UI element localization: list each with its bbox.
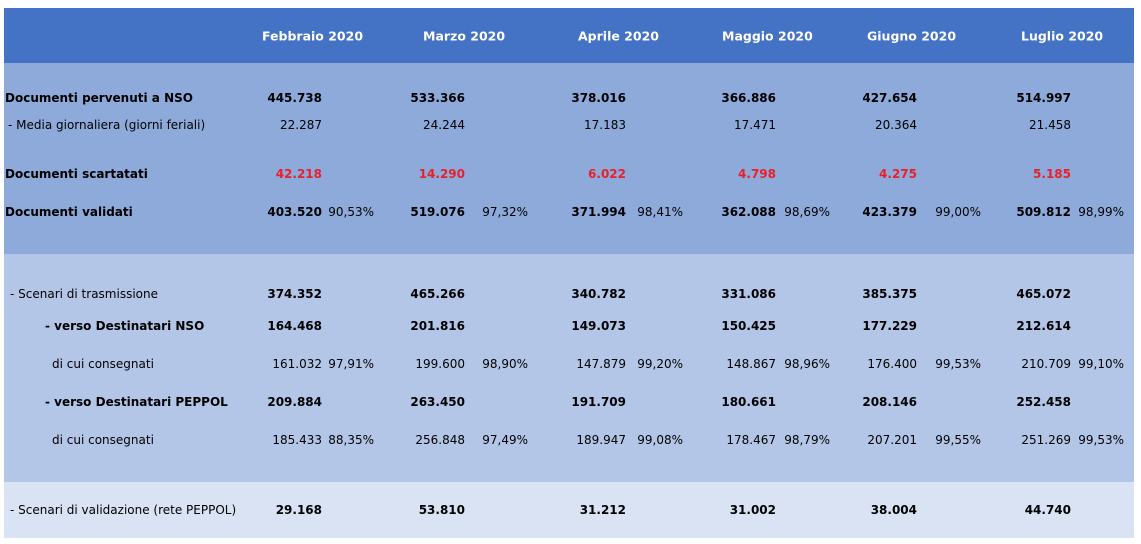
table-cell-value: 208.146 — [862, 395, 917, 409]
table-cell-percent: 90,53% — [328, 205, 374, 219]
table-cell-value: 29.168 — [275, 503, 322, 517]
table-cell-value: 403.520 — [267, 205, 322, 219]
table-cell-value: 149.073 — [571, 319, 626, 333]
table-cell-value: 331.086 — [721, 287, 776, 301]
table-cell-percent: 99,53% — [1078, 433, 1124, 447]
table-cell-percent: 98,79% — [784, 433, 830, 447]
table-cell-percent: 97,91% — [328, 357, 374, 371]
table-cell-value: 199.600 — [415, 357, 465, 371]
table-cell-value: 20.364 — [875, 118, 917, 132]
table-cell-value: 180.661 — [721, 395, 776, 409]
table-cell-value: 189.947 — [576, 433, 626, 447]
column-header-month: Aprile 2020 — [578, 28, 659, 44]
table-cell-value: 150.425 — [721, 319, 776, 333]
column-header-month: Giugno 2020 — [867, 28, 957, 44]
table-cell-value: 514.997 — [1016, 91, 1071, 105]
table-cell-value: 374.352 — [267, 287, 322, 301]
table-cell-value: 38.004 — [870, 503, 917, 517]
table-cell-value: 362.088 — [721, 205, 776, 219]
table-cell-value: 465.072 — [1016, 287, 1071, 301]
table-cell-value: 263.450 — [410, 395, 465, 409]
table-cell-value: 17.471 — [734, 118, 776, 132]
table-cell-value: 256.848 — [415, 433, 465, 447]
row-label: - verso Destinatari NSO — [45, 319, 205, 333]
table-cell-value: 22.287 — [280, 118, 322, 132]
table-cell-value: 21.458 — [1029, 118, 1071, 132]
table-cell-percent: 99,53% — [935, 357, 981, 371]
table-cell-percent: 99,00% — [935, 205, 981, 219]
table-cell-value: 176.400 — [867, 357, 917, 371]
table-cell-value: 177.229 — [862, 319, 917, 333]
row-label: - verso Destinatari PEPPOL — [45, 395, 228, 409]
table-cell-value: 5.185 — [1033, 167, 1071, 181]
table-cell-value: 201.816 — [410, 319, 465, 333]
table-cell-value: 212.614 — [1016, 319, 1071, 333]
table-cell-value: 427.654 — [862, 91, 917, 105]
table-cell-value: 44.740 — [1024, 503, 1071, 517]
table-cell-value: 42.218 — [275, 167, 322, 181]
table-cell-value: 147.879 — [576, 357, 626, 371]
table-cell-value: 6.022 — [588, 167, 626, 181]
table-cell-value: 385.375 — [862, 287, 917, 301]
table-cell-percent: 97,49% — [482, 433, 528, 447]
table-cell-percent: 99,08% — [637, 433, 683, 447]
table-cell-percent: 99,10% — [1078, 357, 1124, 371]
table-cell-value: 445.738 — [267, 91, 322, 105]
table-cell-value: 378.016 — [571, 91, 626, 105]
table-cell-value: 340.782 — [571, 287, 626, 301]
table-cell-percent: 98,99% — [1078, 205, 1124, 219]
row-label: di cui consegnati — [52, 433, 154, 447]
table-cell-value: 252.458 — [1016, 395, 1071, 409]
table-cell-value: 465.266 — [410, 287, 465, 301]
table-cell-value: 164.468 — [267, 319, 322, 333]
row-label: - Media giornaliera (giorni feriali) — [8, 118, 206, 132]
table-cell-value: 533.366 — [410, 91, 465, 105]
section-transmission — [4, 254, 1134, 482]
row-label: - Scenari di trasmissione — [10, 287, 158, 301]
table-cell-value: 4.275 — [879, 167, 917, 181]
table-cell-value: 17.183 — [584, 118, 626, 132]
table-cell-value: 207.201 — [867, 433, 917, 447]
row-label: Documenti scartatati — [5, 167, 148, 181]
section-validation — [4, 482, 1134, 538]
table-cell-value: 31.212 — [579, 503, 626, 517]
table-cell-value: 509.812 — [1016, 205, 1071, 219]
row-label: di cui consegnati — [52, 357, 154, 371]
table-cell-percent: 97,32% — [482, 205, 528, 219]
column-header-month: Luglio 2020 — [1021, 28, 1104, 44]
table-cell-value: 209.884 — [267, 395, 322, 409]
table-cell-value: 185.433 — [272, 433, 322, 447]
table-cell-value: 31.002 — [729, 503, 776, 517]
table-cell-value: 53.810 — [418, 503, 465, 517]
section-documents — [4, 63, 1134, 254]
table-cell-percent: 99,55% — [935, 433, 981, 447]
table-cell-value: 14.290 — [418, 167, 465, 181]
table-cell-value: 24.244 — [423, 118, 465, 132]
table-cell-percent: 98,41% — [637, 205, 683, 219]
table-cell-percent: 98,96% — [784, 357, 830, 371]
table-cell-value: 161.032 — [272, 357, 322, 371]
table-cell-percent: 98,90% — [482, 357, 528, 371]
table-cell-value: 178.467 — [726, 433, 776, 447]
table-cell-value: 423.379 — [862, 205, 917, 219]
table-cell-value: 371.994 — [571, 205, 626, 219]
column-header-month: Maggio 2020 — [722, 28, 813, 44]
table-cell-value: 191.709 — [571, 395, 626, 409]
row-label: - Scenari di validazione (rete PEPPOL) — [10, 503, 237, 517]
table-cell-value: 366.886 — [721, 91, 776, 105]
table-cell-value: 4.798 — [738, 167, 776, 181]
row-label: Documenti pervenuti a NSO — [5, 91, 193, 105]
table-cell-percent: 99,20% — [637, 357, 683, 371]
table-cell-value: 251.269 — [1021, 433, 1071, 447]
table-cell-value: 210.709 — [1021, 357, 1071, 371]
column-header-month: Febbraio 2020 — [262, 28, 364, 44]
table-cell-percent: 98,69% — [784, 205, 830, 219]
row-label: Documenti validati — [5, 205, 133, 219]
column-header-month: Marzo 2020 — [423, 28, 506, 44]
table-cell-value: 148.867 — [726, 357, 776, 371]
table-cell-value: 519.076 — [410, 205, 465, 219]
table-header — [4, 8, 1134, 63]
table-cell-percent: 88,35% — [328, 433, 374, 447]
